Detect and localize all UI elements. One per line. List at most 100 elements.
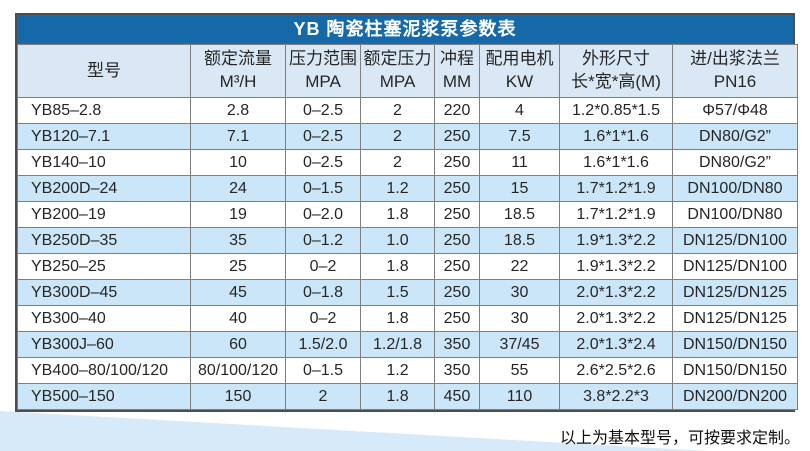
cell-pressure-range: 0–2.0: [285, 201, 361, 228]
cell-stroke: 350: [434, 331, 480, 358]
cell-pressure-range: 0–1.2: [285, 227, 361, 254]
cell-dimensions: 2.6*2.5*2.6: [559, 357, 673, 384]
table-row: YB140–10 10 0–2.5 2 250 11 1.6*1*1.6 DN80/G2”: [17, 149, 798, 176]
table-row: YB85–2.8 2.8 0–2.5 2 220 4 1.2*0.85*1.5 Φ57/Φ48: [17, 97, 798, 124]
cell-model: YB120–7.1: [17, 123, 191, 150]
cell-model: YB85–2.8: [17, 97, 191, 124]
table-row: YB300D–45 45 0–1.8 1.5 250 30 2.0*1.3*2.2 DN125…: [17, 279, 798, 306]
header-line1: 型号: [87, 60, 121, 80]
cell-motor-power: 15: [479, 175, 560, 202]
cell-flange: DN80/G2”: [672, 149, 798, 176]
cell-motor-power: 18.5: [479, 201, 560, 228]
cell-rated-flow: 25: [190, 253, 286, 280]
header-line1: 外形尺寸: [582, 49, 650, 69]
cell-rated-flow: 35: [190, 227, 286, 254]
table-row: YB250–25 25 0–2 1.8 250 22 1.9*1.3*2.2 DN125/DN…: [17, 253, 798, 280]
cell-pressure-range: 0–2.5: [285, 97, 361, 124]
cell-model: YB250–25: [17, 253, 191, 280]
table-row: YB120–7.1 7.1 0–2.5 2 250 7.5 1.6*1*1.6 DN80/G2…: [17, 123, 798, 150]
cell-stroke: 250: [434, 149, 480, 176]
cell-stroke: 250: [434, 227, 480, 254]
cell-rated-pressure: 1.8: [360, 253, 435, 280]
cell-rated-pressure: 1.2: [360, 175, 435, 202]
cell-dimensions: 1.2*0.85*1.5: [559, 97, 673, 124]
header-line1: 额定压力: [363, 49, 432, 69]
cell-model: YB200–19: [17, 201, 191, 228]
cell-pressure-range: 0–1.8: [285, 279, 361, 306]
cell-rated-pressure: 2: [360, 149, 435, 176]
cell-flange: DN200/DN200: [672, 383, 798, 410]
cell-rated-flow: 24: [190, 175, 286, 202]
cell-rated-pressure: 1.8: [360, 305, 435, 332]
cell-stroke: 250: [434, 305, 480, 332]
cell-motor-power: 22: [479, 253, 560, 280]
header-line1: 冲程: [440, 49, 474, 69]
table-header: 型号 额定流量 M³/H 压力范围 MPA 额定压力 MPA 冲程 MM 配用电机 KW 外形尺寸 长*…: [17, 44, 798, 98]
cell-model: YB300J–60: [17, 331, 191, 358]
table-row: YB200D–24 24 0–1.5 1.2 250 15 1.7*1.2*1.9 DN100…: [17, 175, 798, 202]
cell-motor-power: 55: [479, 357, 560, 384]
table-body: YB85–2.8 2.8 0–2.5 2 220 4 1.2*0.85*1.5 Φ57/Φ48…: [17, 97, 798, 410]
cell-model: YB400–80/100/120: [17, 357, 191, 384]
cell-motor-power: 11: [479, 149, 560, 176]
cell-stroke: 350: [434, 357, 480, 384]
cell-flange: DN100/DN80: [672, 201, 798, 228]
table-row: YB400–80/100/120 80/100/120 0–1.5 1.2 350 55 2…: [17, 357, 798, 384]
header-line2: M³/H: [219, 72, 257, 91]
header-line1: 进/出浆法兰: [690, 49, 780, 69]
table-title: YB 陶瓷柱塞泥浆泵参数表: [17, 15, 793, 44]
cell-stroke: 250: [434, 279, 480, 306]
cell-rated-pressure: 1.5: [360, 279, 435, 306]
header-line2: PN16: [713, 72, 757, 91]
cell-rated-pressure: 1.2: [360, 357, 435, 384]
cell-stroke: 450: [434, 383, 480, 410]
cell-rated-pressure: 1.8: [360, 201, 435, 228]
cell-stroke: 250: [434, 253, 480, 280]
cell-model: YB200D–24: [17, 175, 191, 202]
spec-table-container: YB 陶瓷柱塞泥浆泵参数表 型号 额定流量 M³/H 压力范围 MPA 额定压力 MPA 冲程…: [15, 13, 798, 412]
header-cell-dimensions: 外形尺寸长*宽*高(M): [559, 44, 673, 98]
cell-stroke: 250: [434, 201, 480, 228]
cell-flange: DN125/DN125: [672, 305, 798, 332]
cell-rated-flow: 80/100/120: [190, 357, 286, 384]
cell-pressure-range: 1.5/2.0: [285, 331, 361, 358]
cell-rated-flow: 45: [190, 279, 286, 306]
cell-flange: DN125/DN100: [672, 227, 798, 254]
cell-flange: DN150/DN150: [672, 357, 798, 384]
cell-model: YB500–150: [17, 383, 191, 410]
cell-rated-pressure: 2: [360, 97, 435, 124]
header-line2: MM: [442, 72, 472, 91]
cell-flange: Φ57/Φ48: [672, 97, 798, 124]
cell-motor-power: 30: [479, 305, 560, 332]
cell-dimensions: 2.0*1.3*2.2: [559, 279, 673, 306]
cell-pressure-range: 0–1.5: [285, 357, 361, 384]
table-row: YB200–19 19 0–2.0 1.8 250 18.5 1.7*1.2*1.9 DN10…: [17, 201, 798, 228]
cell-model: YB140–10: [17, 149, 191, 176]
header-line1: 配用电机: [485, 49, 554, 69]
header-cell-stroke: 冲程 MM: [434, 44, 480, 98]
cell-model: YB300D–45: [17, 279, 191, 306]
table-row: YB250D–35 35 0–1.2 1.0 250 18.5 1.9*1.3*2.2 DN1…: [17, 227, 798, 254]
cell-flange: DN125/DN125: [672, 279, 798, 306]
header-cell-motor-power: 配用电机 KW: [479, 44, 560, 98]
cell-pressure-range: 0–1.5: [285, 175, 361, 202]
header-line1: 额定流量: [204, 49, 272, 69]
cell-rated-pressure: 1.8: [360, 383, 435, 410]
header-cell-flange: 进/出浆法兰 PN16: [672, 44, 798, 98]
cell-dimensions: 1.7*1.2*1.9: [559, 201, 673, 228]
header-cell-rated-pressure: 额定压力 MPA: [360, 44, 435, 98]
header-line2: 长*宽*高(M): [571, 72, 661, 91]
cell-rated-pressure: 2: [360, 123, 435, 150]
cell-dimensions: 3.8*2.2*3: [559, 383, 673, 410]
cell-rated-pressure: 1.0: [360, 227, 435, 254]
cell-flange: DN125/DN100: [672, 253, 798, 280]
cell-motor-power: 7.5: [479, 123, 560, 150]
cell-rated-flow: 60: [190, 331, 286, 358]
cell-dimensions: 2.0*1.3*2.4: [559, 331, 673, 358]
cell-pressure-range: 0–2.5: [285, 149, 361, 176]
cell-dimensions: 1.9*1.3*2.2: [559, 253, 673, 280]
header-cell-pressure-range: 压力范围 MPA: [285, 44, 361, 98]
header-row: 型号 额定流量 M³/H 压力范围 MPA 额定压力 MPA 冲程 MM 配用电机 KW 外形尺寸 长*…: [17, 44, 798, 98]
cell-rated-flow: 19: [190, 201, 286, 228]
